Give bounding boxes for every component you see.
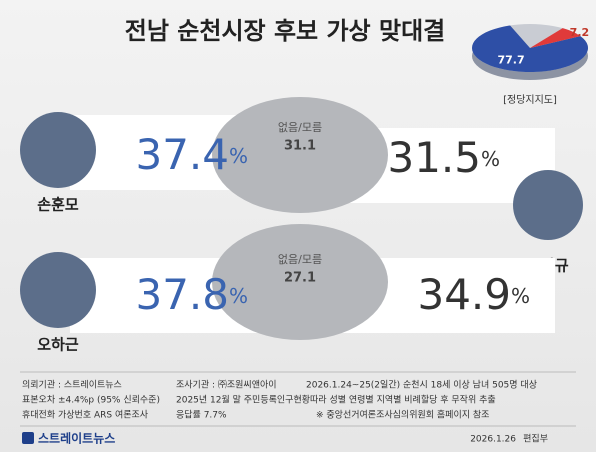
- left-name: 오하근: [37, 336, 79, 354]
- middle-label: 없음/모름: [278, 121, 322, 134]
- photo: [20, 252, 96, 328]
- pie-slice: [530, 28, 581, 48]
- notes: 의뢰기관 : 스트레이트뉴스 조사기관 : ㈜조원씨앤아이 2026.1.24~…: [22, 379, 537, 421]
- note: 응답률 7.7%: [176, 409, 227, 421]
- note: 휴대전화 가상번호 ARS 여론조사: [22, 409, 149, 421]
- note: 2025년 12월 말 주민등록인구현황따라 성별 연령별 지역별 비례할당 후…: [176, 394, 496, 406]
- value: 34.9: [417, 270, 511, 319]
- brand: 스트레이트뉴스: [38, 431, 115, 446]
- middle-value: 27.1: [284, 271, 316, 286]
- middle-label: 없음/모름: [278, 253, 322, 266]
- value: 31.5: [387, 133, 481, 182]
- matchup: 없음/모름 27.1 오하근 37.8% 34.9%: [20, 224, 555, 354]
- pie-chart: 77.7 7.2: [472, 24, 589, 80]
- left-value: 37.8%: [135, 270, 248, 319]
- pie-label: 77.7: [497, 53, 524, 66]
- brand-logo: [22, 432, 34, 444]
- note: 의뢰기관 : 스트레이트뉴스: [22, 380, 122, 391]
- pie-label: 7.2: [570, 26, 590, 39]
- dept: 편집부: [523, 433, 548, 445]
- photo: [513, 170, 583, 240]
- title: 전남 순천시장 후보 가상 맞대결: [125, 17, 445, 45]
- matchup: 없음/모름 31.1 손훈모 37.4% 31.5% 노관규: [20, 97, 583, 275]
- right-value: 34.9%: [417, 270, 530, 319]
- pie-slice: [472, 25, 588, 73]
- unit: %: [511, 284, 530, 308]
- value: 37.4: [135, 130, 229, 179]
- note: 2026.1.24~25(2일간) 순천시 18세 이상 남녀 505명 대상: [306, 380, 537, 391]
- right-value: 31.5%: [387, 133, 500, 182]
- middle-value: 31.1: [284, 139, 316, 154]
- note: 표본오차 ±4.4%p (95% 신뢰수준): [22, 394, 160, 406]
- note: 조사기관 : ㈜조원씨앤아이: [176, 379, 277, 391]
- note: ※ 중앙선거여론조사심의위원회 홈페이지 참조: [316, 409, 489, 421]
- value: 37.8: [135, 270, 229, 319]
- unit: %: [481, 147, 500, 171]
- photo: [20, 112, 96, 188]
- unit: %: [229, 284, 248, 308]
- middle-ellipse: [212, 97, 388, 213]
- middle-ellipse: [212, 224, 388, 340]
- date: 2026.1.26: [470, 435, 516, 445]
- left-value: 37.4%: [135, 130, 248, 179]
- pie-caption: [정당지지도]: [503, 94, 557, 106]
- left-name: 손훈모: [37, 196, 79, 214]
- unit: %: [229, 144, 248, 168]
